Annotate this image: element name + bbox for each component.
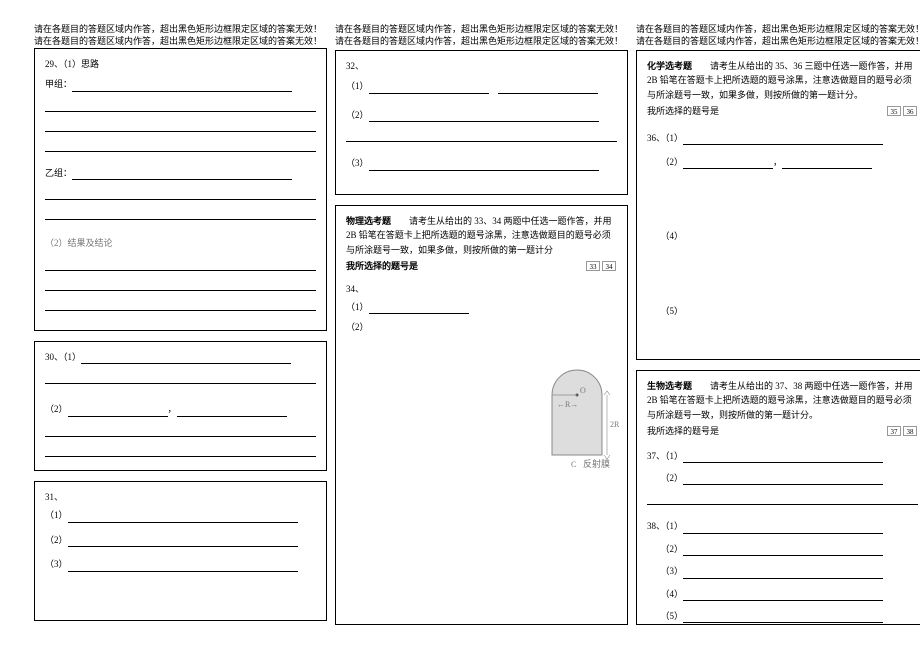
reflection-diagram: O ←R→ 2R C 反射膜 bbox=[537, 355, 617, 475]
q31-num: 31、 bbox=[45, 492, 63, 502]
bio-title: 生物选考题 bbox=[647, 381, 692, 391]
svg-text:←R→: ←R→ bbox=[557, 400, 578, 409]
q37-p2: （2） bbox=[665, 473, 683, 483]
q34-p2: （2） bbox=[346, 322, 369, 332]
q31-p2: （2） bbox=[45, 535, 68, 545]
answer-line[interactable] bbox=[683, 546, 883, 556]
answer-line[interactable] bbox=[68, 513, 298, 523]
q32-num: 32、 bbox=[346, 61, 364, 71]
answer-line[interactable] bbox=[683, 159, 773, 169]
q37-p1: 37、（1） bbox=[647, 451, 683, 461]
svg-text:O: O bbox=[580, 386, 586, 395]
biology-elective-box: 生物选考题 请考生从给出的 37、38 两题中任选一题作答，并用 2B 铅笔在答… bbox=[636, 370, 920, 625]
option-bubble-36[interactable]: 36 bbox=[903, 106, 917, 116]
q30-p1: 30、（1） bbox=[45, 352, 81, 362]
answer-line[interactable] bbox=[369, 84, 489, 94]
physics-title: 物理选考题 bbox=[346, 216, 391, 226]
answer-line[interactable] bbox=[647, 489, 918, 505]
answer-line[interactable] bbox=[346, 126, 617, 142]
q36-p4: （4） bbox=[665, 231, 683, 241]
answer-line[interactable] bbox=[45, 184, 316, 200]
svg-text:2R: 2R bbox=[610, 420, 620, 429]
option-bubble-35[interactable]: 35 bbox=[887, 106, 901, 116]
q38-p4: （4） bbox=[665, 589, 683, 599]
q30-p2: （2） bbox=[45, 404, 68, 414]
option-bubble-38[interactable]: 38 bbox=[903, 426, 917, 436]
answer-line[interactable] bbox=[369, 112, 599, 122]
answer-line[interactable] bbox=[683, 524, 883, 534]
answer-line[interactable] bbox=[683, 135, 883, 145]
answer-line[interactable] bbox=[683, 613, 883, 623]
answer-line[interactable] bbox=[683, 475, 883, 485]
answer-line[interactable] bbox=[68, 562, 298, 572]
q36-p5: （5） bbox=[665, 306, 683, 316]
q36-p2: （2） bbox=[665, 157, 683, 167]
question-29-box: 29、（1）思路 甲组： 乙组： （2）结果及结论 bbox=[34, 48, 327, 331]
q34-p1: （1） bbox=[346, 302, 369, 312]
column-1: 29、（1）思路 甲组： 乙组： （2）结果及结论 30、（1） （2） ， 31… bbox=[34, 22, 327, 621]
q32-p3: （3） bbox=[346, 158, 369, 168]
answer-line[interactable] bbox=[369, 161, 599, 171]
question-31-box: 31、 （1） （2） （3） bbox=[34, 481, 327, 621]
answer-line[interactable] bbox=[45, 441, 316, 457]
answer-line[interactable] bbox=[683, 569, 883, 579]
answer-line[interactable] bbox=[45, 255, 316, 271]
column-2: 32、 （1） （2） （3） 物理选考题 请考生从给出的 33、34 两题中任… bbox=[335, 22, 628, 625]
answer-line[interactable] bbox=[45, 96, 316, 112]
bio-selected: 我所选择的题号是 bbox=[647, 426, 719, 436]
answer-line[interactable] bbox=[45, 275, 316, 291]
answer-line[interactable] bbox=[369, 304, 469, 314]
answer-line[interactable] bbox=[45, 421, 316, 437]
q29-title: 29、（1）思路 bbox=[45, 57, 316, 71]
q29-group-b: 乙组： bbox=[45, 168, 72, 178]
chem-selected: 我所选择的题号是 bbox=[647, 106, 719, 116]
q34-num: 34、 bbox=[346, 284, 364, 294]
physics-elective-box: 物理选考题 请考生从给出的 33、34 两题中任选一题作答，并用 2B 铅笔在答… bbox=[335, 205, 628, 625]
answer-line[interactable] bbox=[81, 354, 291, 364]
question-32-box: 32、 （1） （2） （3） bbox=[335, 50, 628, 195]
q38-p1: 38、（1） bbox=[647, 521, 683, 531]
svg-text:C: C bbox=[571, 460, 576, 469]
answer-line[interactable] bbox=[45, 368, 316, 384]
q29-part2: （2）结果及结论 bbox=[45, 236, 316, 250]
q38-p5: （5） bbox=[665, 611, 683, 621]
answer-line[interactable] bbox=[45, 295, 316, 311]
option-bubble-33[interactable]: 33 bbox=[586, 261, 600, 271]
diagram-svg: O ←R→ 2R C 反射膜 bbox=[537, 355, 627, 475]
answer-line[interactable] bbox=[782, 159, 872, 169]
chem-title: 化学选考题 bbox=[647, 61, 692, 71]
answer-line[interactable] bbox=[45, 116, 316, 132]
chemistry-elective-box: 化学选考题 请考生从给出的 35、36 三题中任选一题作答，并用 2B 铅笔在答… bbox=[636, 50, 920, 360]
q38-p2: （2） bbox=[665, 544, 683, 554]
q38-p3: （3） bbox=[665, 566, 683, 576]
q32-p2: （2） bbox=[346, 110, 369, 120]
answer-line[interactable] bbox=[683, 453, 883, 463]
question-30-box: 30、（1） （2） ， bbox=[34, 341, 327, 471]
answer-line[interactable] bbox=[68, 407, 168, 417]
q31-p1: （1） bbox=[45, 510, 68, 520]
answer-line[interactable] bbox=[683, 591, 883, 601]
answer-line[interactable] bbox=[45, 136, 316, 152]
physics-selected: 我所选择的题号是 bbox=[346, 261, 418, 271]
answer-line[interactable] bbox=[498, 84, 598, 94]
comma: ， bbox=[168, 404, 177, 414]
answer-line[interactable] bbox=[45, 204, 316, 220]
answer-line[interactable] bbox=[72, 82, 292, 92]
option-bubble-34[interactable]: 34 bbox=[602, 261, 616, 271]
answer-line[interactable] bbox=[68, 537, 298, 547]
comma: ， bbox=[773, 157, 782, 167]
q32-p1: （1） bbox=[346, 81, 369, 91]
answer-line[interactable] bbox=[72, 170, 292, 180]
column-3: 化学选考题 请考生从给出的 35、36 三题中任选一题作答，并用 2B 铅笔在答… bbox=[636, 22, 920, 625]
svg-text:反射膜: 反射膜 bbox=[583, 458, 610, 469]
answer-line[interactable] bbox=[177, 407, 287, 417]
option-bubble-37[interactable]: 37 bbox=[887, 426, 901, 436]
q29-group-a: 甲组： bbox=[45, 79, 72, 89]
q31-p3: （3） bbox=[45, 559, 68, 569]
q36-p1: 36、（1） bbox=[647, 133, 683, 143]
